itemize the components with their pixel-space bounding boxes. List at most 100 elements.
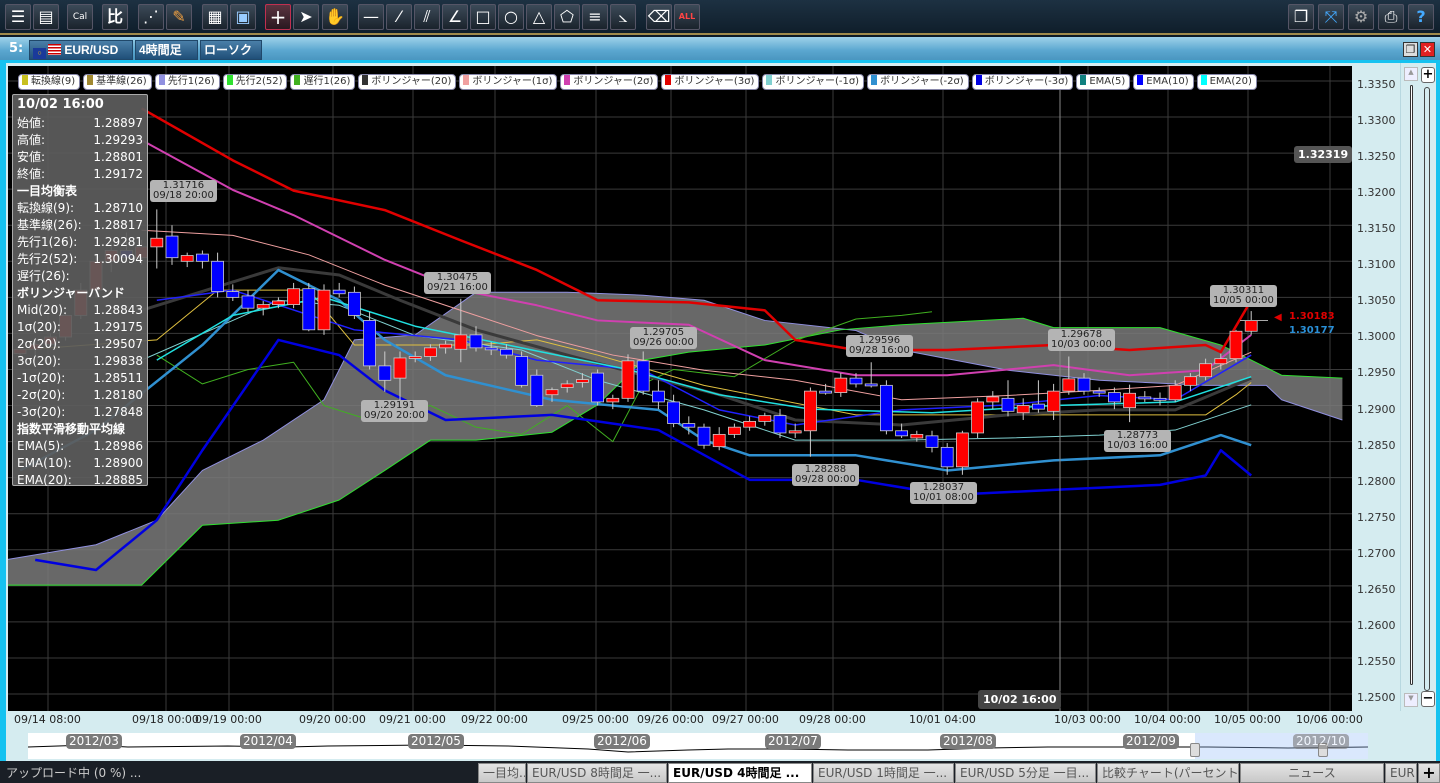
help-icon[interactable]: ? [1408,4,1434,30]
chart-tab[interactable]: EUR [1385,763,1417,783]
settings-gear-icon[interactable]: ⚙ [1348,4,1374,30]
info-label: 遅行(26): [17,269,70,283]
rectangle-icon[interactable]: □ [470,4,496,30]
compare-icon[interactable]: 比 [102,4,128,30]
symbol-button[interactable]: ○ EUR/USD [29,40,133,60]
candle [804,390,817,432]
cascade-windows-icon[interactable]: ❐ [1288,4,1314,30]
legend-item[interactable]: ボリンジャー(2σ) [560,74,659,90]
close-window-icon[interactable]: ✕ [1420,42,1435,57]
legend-swatch-icon [226,75,233,85]
x-tick-label: 09/22 00:00 [461,713,528,726]
chart-tab[interactable]: 一目均... [478,763,526,783]
crosshair-icon[interactable]: + [265,4,291,30]
chart-tab[interactable]: EUR/USD 5分足 一目... [955,763,1096,783]
legend-item[interactable]: EMA(20) [1196,74,1257,90]
candle [408,356,422,359]
chart-tab[interactable]: EUR/USD 4時間足 ... [668,763,812,783]
erase-all-icon[interactable]: ALL [674,4,700,30]
y-tick-label: 1.2700 [1357,546,1396,560]
fan-icon[interactable]: ⦣ [610,4,636,30]
ichimoku-row: 先行2(52): 1.30094 [17,251,143,268]
chart-tab[interactable]: EUR/USD 1時間足 一... [813,763,954,783]
legend-item[interactable]: ボリンジャー(20) [358,74,457,90]
candle [864,383,878,387]
chart-tab[interactable]: EUR/USD 8時間足 一... [527,763,667,783]
price-axis[interactable]: 1.3350 1.3300 1.3250 1.3200 1.3150 1.3100 1.30… [1352,63,1400,711]
navigator-month-label: 2012/09 [1123,734,1179,749]
window-number: 5: [9,41,24,56]
candle [332,289,346,295]
triangle-icon[interactable]: △ [526,4,552,30]
info-value: 1.28817 [93,218,143,232]
vertical-scroll-track[interactable] [1410,85,1413,685]
chart-plot[interactable] [8,66,1352,711]
settings-window-icon[interactable]: ▦ [202,4,228,30]
ichimoku-row: 転換線(9): 1.28710 [17,200,143,217]
trend-line-icon[interactable]: ⁄ [386,4,412,30]
legend-item[interactable]: 基準線(26) [83,74,152,90]
vertical-scrollbar[interactable]: ▲ ▼ + − [1400,63,1436,711]
pencil-icon[interactable]: ✎ [166,4,192,30]
legend-item[interactable]: ボリンジャー(3σ) [661,74,760,90]
indicator-icon[interactable]: ⋰ [138,4,164,30]
legend-swatch-icon [665,75,672,85]
candle [880,384,893,432]
legend-item[interactable]: ボリンジャー(-1σ) [762,74,865,90]
info-value: 1.27848 [93,405,143,419]
scroll-up-icon[interactable]: ▲ [1404,67,1418,81]
legend-item[interactable]: ボリンジャー(-2σ) [867,74,969,90]
legend-item[interactable]: EMA(5) [1076,74,1131,90]
zoom-out-icon[interactable]: − [1421,691,1435,707]
zoom-in-icon[interactable]: + [1421,67,1435,83]
print-icon[interactable]: ⎙ [1378,4,1404,30]
new-chart-icon[interactable]: ▤ [33,4,59,30]
legend-item[interactable]: 先行2(52) [222,74,288,90]
legend-item[interactable]: 転換線(9) [18,74,81,90]
chart-type-button[interactable]: ローソク [200,40,262,60]
candle [150,237,164,248]
navigator-left-handle[interactable] [1190,743,1200,757]
horizontal-lines-icon[interactable]: ≡ [582,4,608,30]
eraser-icon[interactable]: ⌫ [646,4,672,30]
candle [1184,376,1197,386]
info-value: 1.29293 [93,133,143,147]
add-tab-button[interactable]: + [1418,763,1440,783]
legend-item[interactable]: 先行1(26) [154,74,220,90]
fullscreen-icon[interactable]: ⤧ [1318,4,1344,30]
restore-window-icon[interactable]: ❐ [1403,42,1418,57]
pointer-icon[interactable]: ➤ [293,4,319,30]
range-navigator[interactable]: 2012/03 2012/04 2012/05 2012/06 2012/07 2012/… [6,731,1436,761]
info-label: EMA(5): [17,439,65,453]
calendar-icon[interactable]: Cal [67,4,93,30]
high-callout: 1.31716 09/18 20:00 [150,180,217,202]
navigator-month-label: 2012/05 [408,734,464,749]
y-tick-label: 1.3150 [1357,222,1396,236]
zoom-slider[interactable] [1424,87,1430,691]
list-icon[interactable]: ☰ [5,4,31,30]
info-value: 1.28986 [93,439,143,453]
legend-item[interactable]: ボリンジャー(1σ) [459,74,558,90]
navigator-chart[interactable]: 2012/03 2012/04 2012/05 2012/06 2012/07 2012/… [28,733,1368,759]
candle [819,390,832,394]
timeframe-button[interactable]: 4時間足 [135,40,198,60]
candle [834,377,848,393]
legend-item[interactable]: EMA(10) [1133,74,1194,90]
info-label: 終値: [17,167,46,181]
chart-tab[interactable]: ニュース [1240,763,1384,783]
legend-item[interactable]: ボリンジャー(-3σ) [971,74,1074,90]
info-label: 先行1(26): [17,235,78,249]
info-label: -3σ(20): [17,405,66,419]
pentagon-icon[interactable]: ⬠ [554,4,580,30]
scroll-down-icon[interactable]: ▼ [1404,693,1418,707]
chart-tab[interactable]: 比較チャート(パーセント... [1097,763,1239,783]
save-icon[interactable]: ▣ [230,4,256,30]
candle [560,383,574,388]
fibonacci-icon[interactable]: ∠ [442,4,468,30]
parallel-lines-icon[interactable]: ⫽ [414,4,440,30]
legend-item[interactable]: 遅行1(26) [290,74,356,90]
price-chart[interactable]: 転換線(9) 基準線(26) 先行1(26) 先行2(52) 遅行1(26) ボリンジャー… [6,63,1352,711]
horizontal-line-icon[interactable]: — [358,4,384,30]
hand-icon[interactable]: ✋ [322,4,348,30]
circle-icon[interactable]: ○ [498,4,524,30]
